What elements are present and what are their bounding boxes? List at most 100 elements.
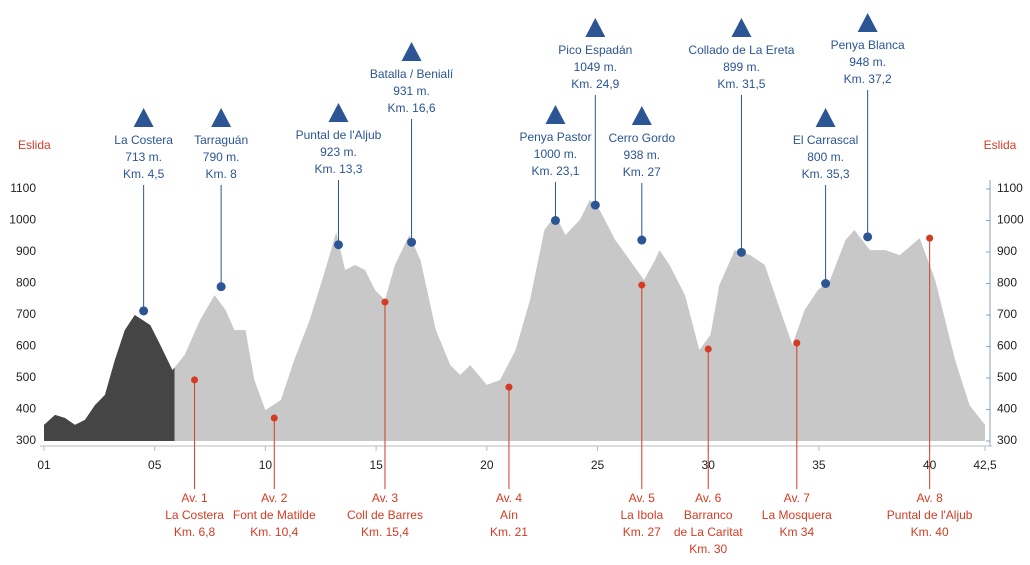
peak-name: Penya Pastor bbox=[519, 130, 591, 144]
station-marker bbox=[638, 281, 646, 289]
peak-name: Tarraguán bbox=[194, 133, 248, 147]
peak-marker bbox=[637, 235, 647, 245]
peak-km: Km. 8 bbox=[205, 167, 237, 181]
peak-name: Puntal de l'Aljub bbox=[296, 128, 382, 142]
x-tick-label: 35 bbox=[812, 458, 826, 472]
peak-name: Collado de La Ereta bbox=[688, 43, 794, 57]
profile-highlight bbox=[44, 315, 175, 441]
peak-km: Km. 31,5 bbox=[717, 77, 765, 91]
peak-icon bbox=[545, 105, 566, 124]
peak-marker bbox=[736, 247, 746, 257]
y-tick-label-right: 900 bbox=[997, 244, 1017, 258]
peak-icon bbox=[401, 42, 422, 61]
y-tick-label-right: 700 bbox=[997, 307, 1017, 321]
y-tick-label: 1000 bbox=[9, 213, 36, 227]
peak-icon bbox=[585, 18, 606, 37]
station-label: Av. 2 bbox=[261, 491, 288, 505]
start-label: Eslida bbox=[18, 138, 51, 152]
station-km: Km. 27 bbox=[623, 525, 661, 539]
station-marker bbox=[505, 383, 513, 391]
peak-name: Batalla / Benialí bbox=[370, 67, 454, 81]
peak-marker bbox=[863, 232, 873, 242]
station-name: La Mosquera bbox=[762, 508, 832, 522]
peak-km: Km. 27 bbox=[623, 165, 661, 179]
peak-marker bbox=[407, 237, 417, 247]
peak-marker bbox=[139, 306, 149, 316]
peak-name: Pico Espadán bbox=[558, 43, 632, 57]
peak-km: Km. 37,2 bbox=[844, 72, 892, 86]
y-tick-label-right: 400 bbox=[997, 402, 1017, 416]
x-tick-label: 25 bbox=[591, 458, 605, 472]
y-tick-label: 900 bbox=[16, 244, 36, 258]
station-km: Km. 30 bbox=[689, 542, 727, 556]
station-marker bbox=[191, 376, 199, 384]
y-tick-label: 400 bbox=[16, 402, 36, 416]
peak-icon bbox=[133, 108, 154, 127]
station-marker bbox=[926, 234, 934, 242]
station-name: Font de Matilde bbox=[233, 508, 316, 522]
y-tick-label: 500 bbox=[16, 370, 36, 384]
peak-icon bbox=[731, 18, 752, 37]
station-marker bbox=[381, 298, 389, 306]
peak-name: La Costera bbox=[114, 133, 173, 147]
station-label: Av. 3 bbox=[372, 491, 399, 505]
station-label: Av. 5 bbox=[629, 491, 656, 505]
x-tick-label: 42,5 bbox=[973, 458, 997, 472]
peak-elevation: 713 m. bbox=[125, 150, 162, 164]
y-tick-label-right: 1000 bbox=[997, 213, 1024, 227]
peak-name: Penya Blanca bbox=[831, 38, 905, 52]
peak-marker bbox=[821, 279, 831, 288]
peak-icon bbox=[815, 108, 836, 127]
y-tick-label: 1100 bbox=[10, 181, 36, 195]
station-km: Km. 40 bbox=[911, 525, 949, 539]
station-name: Barranco bbox=[684, 508, 733, 522]
peak-elevation: 790 m. bbox=[203, 150, 240, 164]
peak-icon bbox=[211, 108, 232, 127]
peak-name: El Carrascal bbox=[793, 133, 858, 147]
peak-marker bbox=[550, 216, 560, 225]
y-tick-label-right: 300 bbox=[997, 433, 1017, 447]
y-tick-label: 300 bbox=[16, 433, 36, 447]
peak-elevation: 923 m. bbox=[320, 145, 357, 159]
station-label: Av. 8 bbox=[917, 491, 944, 505]
peak-km: Km. 35,3 bbox=[802, 167, 850, 181]
y-tick-label: 600 bbox=[16, 339, 36, 353]
peak-icon bbox=[857, 13, 878, 32]
station-km: Km. 21 bbox=[490, 525, 528, 539]
station-km: Km 34 bbox=[779, 525, 814, 539]
x-tick-label: 15 bbox=[369, 458, 383, 472]
station-km: Km. 15,4 bbox=[361, 525, 409, 539]
y-tick-label: 800 bbox=[16, 276, 36, 290]
peak-marker bbox=[216, 282, 226, 292]
peak-icon bbox=[328, 103, 349, 122]
peak-km: Km. 16,6 bbox=[388, 101, 436, 115]
x-tick-label: 20 bbox=[480, 458, 494, 472]
peak-km: Km. 4,5 bbox=[123, 167, 165, 181]
peak-km: Km. 24,9 bbox=[571, 77, 619, 91]
station-km: Km. 10,4 bbox=[250, 525, 298, 539]
peak-elevation: 1049 m. bbox=[574, 60, 617, 74]
station-name: Aín bbox=[500, 508, 518, 522]
station-name: Puntal de l'Aljub bbox=[887, 508, 973, 522]
station-name: de La Caritat bbox=[674, 525, 743, 539]
station-label: Av. 7 bbox=[784, 491, 811, 505]
peak-marker bbox=[333, 240, 343, 250]
peak-elevation: 800 m. bbox=[807, 150, 844, 164]
peak-elevation: 938 m. bbox=[623, 148, 660, 162]
station-label: Av. 6 bbox=[695, 491, 722, 505]
profile-area bbox=[44, 200, 985, 441]
x-tick-label: 01 bbox=[37, 458, 51, 472]
y-tick-label-right: 500 bbox=[997, 370, 1017, 384]
peak-km: Km. 23,1 bbox=[531, 164, 579, 178]
x-tick-label: 05 bbox=[148, 458, 162, 472]
peak-elevation: 899 m. bbox=[723, 60, 760, 74]
station-marker bbox=[793, 339, 801, 347]
y-tick-label-right: 800 bbox=[997, 276, 1017, 290]
peak-elevation: 1000 m. bbox=[534, 147, 577, 161]
station-km: Km. 6,8 bbox=[174, 525, 216, 539]
peak-elevation: 931 m. bbox=[393, 84, 430, 98]
station-marker bbox=[270, 414, 278, 422]
station-label: Av. 1 bbox=[181, 491, 208, 505]
peak-name: Cerro Gordo bbox=[608, 131, 675, 145]
